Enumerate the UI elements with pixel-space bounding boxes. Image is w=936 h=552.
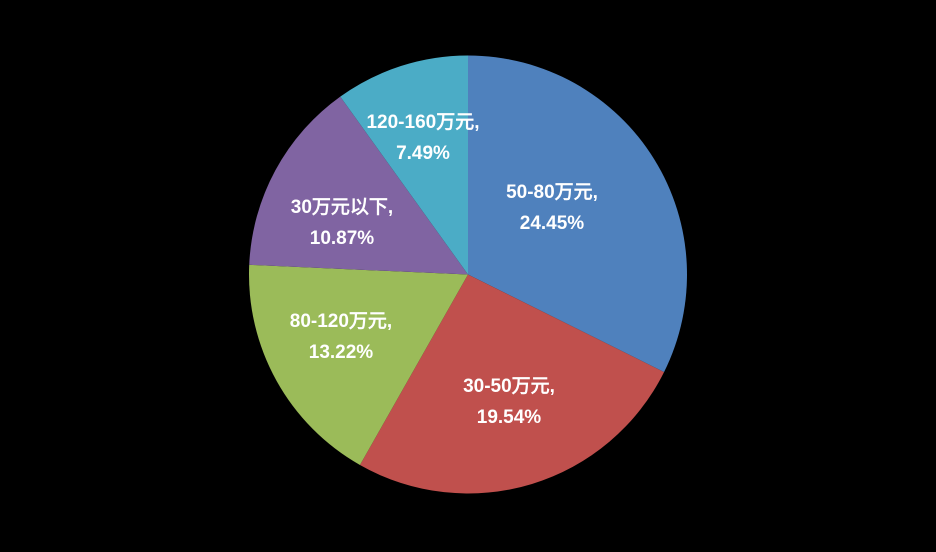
pie-slice-80-120wan <box>248 264 468 465</box>
pie-slice-30-50wan <box>359 274 665 494</box>
pie-label-under-30wan: 30万元以下, 10.87% <box>291 196 393 249</box>
pie-slice-under-30wan <box>249 96 468 275</box>
pie-label-80-120wan: 80-120万元, 13.22% <box>290 311 392 363</box>
pie-slice-120-160wan <box>340 55 468 275</box>
pie-label-50-80wan: 50-80万元, 24.45% <box>506 182 598 234</box>
pie-label-30-50wan: 30-50万元, 19.54% <box>463 376 555 428</box>
pie-label-120-160wan: 120-160万元, 7.49% <box>366 112 479 164</box>
pie-slice-50-80wan <box>468 55 687 373</box>
